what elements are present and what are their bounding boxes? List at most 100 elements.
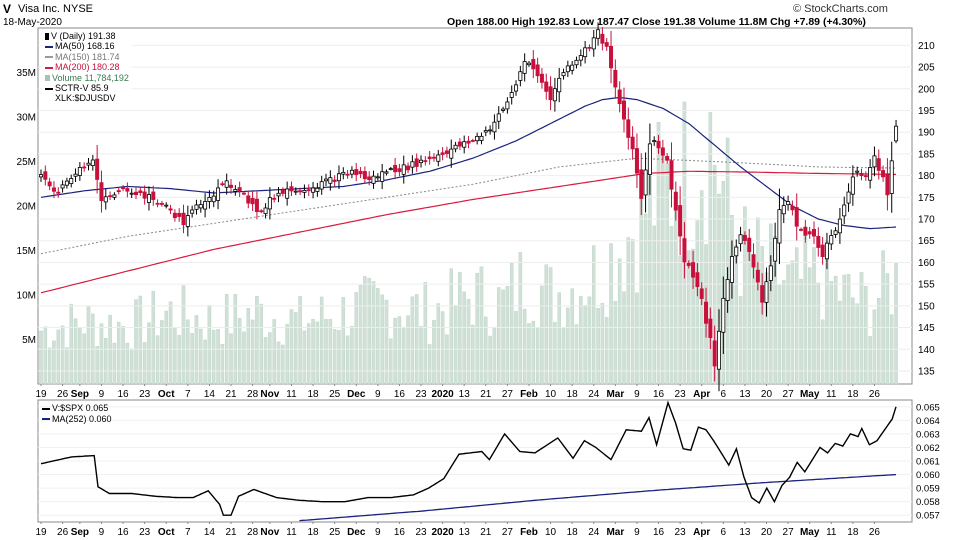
price-tick-label: 190 <box>918 128 935 139</box>
ratio-tick-label: 0.061 <box>916 457 940 468</box>
volume-bar <box>246 307 251 385</box>
legend-ratio: V:$SPX 0.065 <box>42 403 112 414</box>
candle-body <box>704 301 709 324</box>
volume-bar <box>121 326 125 385</box>
price-date-label: 23 <box>675 389 687 400</box>
candle-body <box>190 209 195 214</box>
ratio-date-label: Oct <box>158 527 175 538</box>
price-date-label: Sep <box>71 389 89 400</box>
candle-body <box>69 178 74 184</box>
volume-bar <box>622 291 626 385</box>
ratio-date-label: 11 <box>286 527 297 538</box>
candle-body <box>103 196 108 203</box>
volume-bar <box>328 319 333 385</box>
volume-bar <box>384 299 389 385</box>
legend-xlk: XLK:$DJUSDV <box>55 93 116 104</box>
volume-bar <box>363 276 367 385</box>
candle-body <box>660 147 665 156</box>
volume-bar <box>298 296 302 385</box>
ratio-date-label: 11 <box>826 527 837 538</box>
candle-body <box>729 256 734 283</box>
volume-bar <box>790 260 795 385</box>
company-name: Visa Inc. NYSE <box>18 3 93 15</box>
volume-bar <box>604 317 609 385</box>
volume-bar <box>419 326 423 385</box>
candle-body <box>885 173 890 196</box>
price-tick-label: 135 <box>918 366 935 377</box>
candle-body <box>846 191 851 204</box>
candle-body <box>324 178 329 182</box>
candle-body <box>535 64 540 77</box>
ratio-date-label: 9 <box>99 527 105 538</box>
volume-bar <box>65 347 69 385</box>
candle-body <box>466 140 471 144</box>
price-tick-label: 140 <box>918 345 935 356</box>
candle-body <box>362 171 367 180</box>
volume-bar <box>380 294 384 385</box>
candle-body <box>470 140 475 142</box>
volume-bar <box>553 322 557 385</box>
candle-body <box>393 164 398 173</box>
candle-body <box>181 212 186 226</box>
volume-bar <box>674 206 678 385</box>
ratio-date-label: 24 <box>588 527 600 538</box>
candle-body <box>116 190 121 193</box>
candle-body <box>583 47 588 58</box>
candle-body <box>220 183 225 186</box>
candle-body <box>747 237 752 252</box>
price-date-label: 9 <box>375 389 381 400</box>
volume-bar <box>414 294 419 385</box>
volume-bar <box>540 285 544 385</box>
ratio-date-label: 9 <box>375 527 381 538</box>
volume-bar <box>73 318 78 385</box>
volume-bar <box>782 280 786 385</box>
volume-bar <box>82 333 86 385</box>
candle-body <box>263 207 268 215</box>
candle-body <box>146 194 151 203</box>
price-date-label: 28 <box>247 389 259 400</box>
volume-bar <box>453 305 458 385</box>
candle-body <box>64 180 69 186</box>
ohlc-summary: Open 188.00 High 192.83 Low 187.47 Close… <box>447 16 866 28</box>
price-tick-label: 155 <box>918 280 935 291</box>
volume-bar <box>406 315 410 385</box>
candle-body <box>168 208 173 211</box>
volume-bar <box>712 165 717 385</box>
candle-body <box>129 192 134 195</box>
price-date-label: 9 <box>99 389 105 400</box>
ratio-date-label: 28 <box>247 527 259 538</box>
ratio-date-label: 18 <box>847 527 859 538</box>
candle-body <box>492 121 497 133</box>
volume-bar <box>885 273 890 385</box>
candle-body <box>734 246 739 257</box>
price-tick-label: 195 <box>918 106 935 117</box>
volume-bar <box>777 285 782 385</box>
volume-bar <box>341 297 346 385</box>
candle-body <box>82 166 87 169</box>
price-tick-label: 210 <box>918 41 935 52</box>
candle-body <box>328 177 333 184</box>
volume-bar <box>829 281 834 385</box>
chart-date: 18-May-2020 <box>3 17 62 28</box>
candle-body <box>876 158 881 171</box>
candle-body <box>211 195 216 203</box>
candle-body <box>496 113 501 122</box>
candle-body <box>725 279 730 301</box>
volume-bar <box>345 335 350 385</box>
ratio-tick-label: 0.065 <box>916 402 940 413</box>
candle-body <box>336 173 341 182</box>
volume-bar <box>807 267 812 385</box>
candle-body <box>850 176 855 195</box>
candle-body <box>600 33 605 44</box>
price-date-label: 11 <box>286 389 297 400</box>
candle-body <box>384 171 389 174</box>
candle-body <box>185 215 190 227</box>
volume-bar <box>259 303 263 385</box>
volume-bar <box>436 303 441 385</box>
price-date-label: 18 <box>847 389 859 400</box>
candle-body <box>177 213 182 217</box>
ratio-date-label: 27 <box>502 527 514 538</box>
volume-bar <box>669 226 674 385</box>
candle-body <box>526 62 531 66</box>
volume-bar <box>112 342 117 385</box>
